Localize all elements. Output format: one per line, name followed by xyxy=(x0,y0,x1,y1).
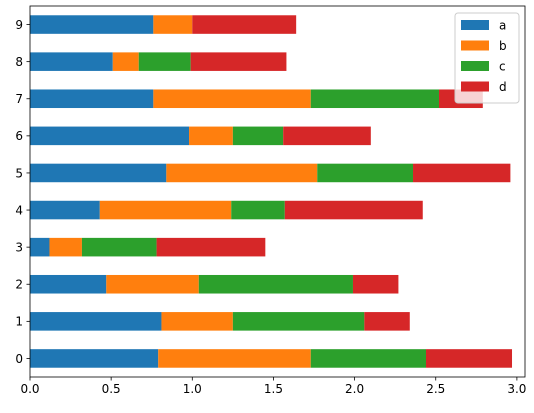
bar-c-0 xyxy=(310,349,426,368)
bar-d-4 xyxy=(284,200,423,220)
bar-b-1 xyxy=(161,312,233,331)
bar-b-4 xyxy=(99,200,232,220)
bar-d-9 xyxy=(192,15,297,34)
axes-frame xyxy=(29,5,526,378)
bar-b-5 xyxy=(166,163,318,183)
bar-b-9 xyxy=(153,15,193,34)
bar-c-8 xyxy=(138,52,191,71)
bar-c-2 xyxy=(198,274,353,294)
bar-a-3 xyxy=(30,237,50,257)
bar-c-4 xyxy=(231,200,285,220)
x-tick-label: 2.0 xyxy=(345,382,364,396)
x-tick-label: 1.0 xyxy=(183,382,202,396)
x-axis: 0.0 0.5 1.0 1.5 2.0 2.5 3.0 xyxy=(20,377,526,396)
y-tick-label: 3 xyxy=(15,240,23,254)
bar-a-1 xyxy=(30,312,162,331)
bar-d-0 xyxy=(426,349,513,368)
y-tick-label: 0 xyxy=(15,352,23,366)
bar-d-1 xyxy=(364,312,410,331)
x-tick-label: 0.0 xyxy=(20,382,39,396)
bar-b-0 xyxy=(158,349,311,368)
bar-b-6 xyxy=(189,126,233,146)
legend-label-a: a xyxy=(499,19,506,33)
y-tick-label: 2 xyxy=(15,278,23,292)
bar-d-6 xyxy=(283,126,371,146)
bar-c-3 xyxy=(81,237,157,257)
legend-swatch-d xyxy=(461,81,489,92)
bar-c-6 xyxy=(232,126,284,146)
bar-a-4 xyxy=(30,200,100,220)
y-tick-label: 5 xyxy=(15,166,23,180)
bar-a-0 xyxy=(30,349,159,368)
x-tick-label: 2.5 xyxy=(426,382,445,396)
bar-b-3 xyxy=(49,237,82,257)
bar-a-8 xyxy=(30,52,113,71)
bar-d-5 xyxy=(413,163,511,183)
legend-swatch-c xyxy=(461,61,489,71)
bar-b-2 xyxy=(106,274,199,294)
legend-label-b: b xyxy=(499,39,507,53)
legend-swatch-b xyxy=(461,40,489,51)
bar-c-1 xyxy=(232,312,365,331)
bar-d-3 xyxy=(156,237,266,257)
y-tick-label: 1 xyxy=(15,315,23,329)
bar-a-7 xyxy=(30,89,154,109)
bar-a-9 xyxy=(30,15,154,34)
bar-a-2 xyxy=(30,274,107,294)
y-tick-label: 7 xyxy=(15,92,23,106)
x-tick-label: 1.5 xyxy=(264,382,283,396)
bar-c-7 xyxy=(310,89,439,109)
x-tick-label: 0.5 xyxy=(102,382,121,396)
bar-d-8 xyxy=(190,52,287,71)
bar-b-7 xyxy=(153,89,311,109)
bar-b-8 xyxy=(112,52,139,71)
bars-layer xyxy=(30,15,513,368)
legend-swatch-a xyxy=(461,20,489,30)
y-tick-label: 8 xyxy=(15,55,23,69)
legend-box xyxy=(454,12,520,104)
legend-label-c: c xyxy=(499,60,506,74)
bar-d-2 xyxy=(352,274,399,294)
y-axis: 0 1 2 3 4 5 6 7 8 9 xyxy=(15,18,30,366)
bar-a-5 xyxy=(30,163,167,183)
y-tick-label: 6 xyxy=(15,129,23,143)
bar-c-5 xyxy=(317,163,414,183)
bar-a-6 xyxy=(30,126,190,146)
y-tick-label: 4 xyxy=(15,203,23,217)
x-tick-label: 3.0 xyxy=(507,382,526,396)
legend-label-d: d xyxy=(499,80,507,94)
y-tick-label: 9 xyxy=(15,18,23,32)
